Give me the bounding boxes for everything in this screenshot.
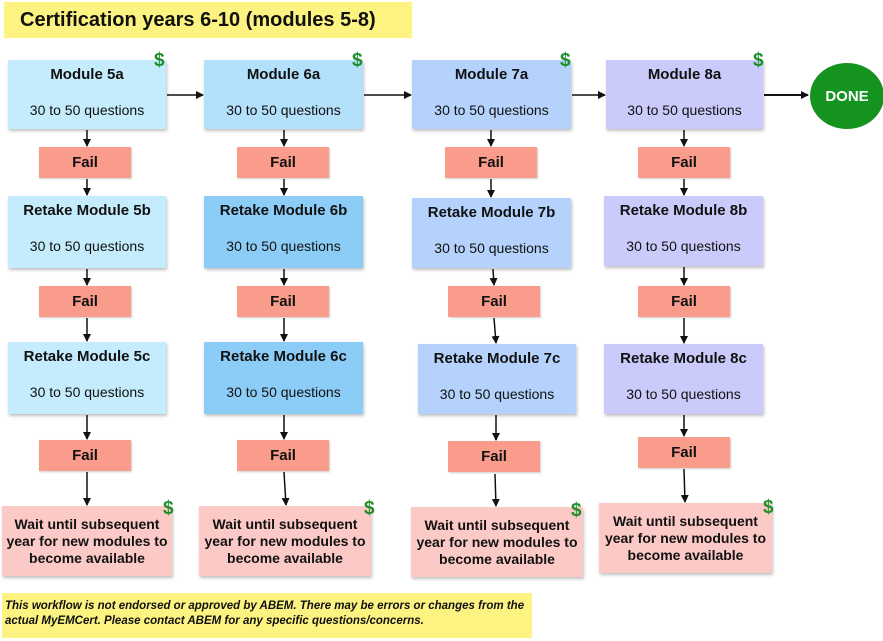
dollar-icon: $ [154, 50, 165, 71]
module-title: Retake Module 5b [23, 202, 151, 219]
dollar-icon: $ [163, 498, 174, 519]
disclaimer-note: This workflow is not endorsed or approve… [2, 593, 532, 638]
module-questions: 30 to 50 questions [627, 102, 742, 118]
dollar-icon: $ [560, 50, 571, 71]
fail-box: Fail [445, 147, 537, 178]
module-title: Module 6a [246, 66, 321, 83]
module-7c-box: Retake Module 7c 30 to 50 questions [418, 344, 576, 414]
fail-box: Fail [638, 437, 730, 468]
module-6c-box: Retake Module 6c 30 to 50 questions [204, 342, 363, 414]
dollar-icon: $ [352, 50, 363, 71]
module-5a-box: Module 5a 30 to 50 questions [8, 60, 166, 129]
wait-box: Wait until subsequent year for new modul… [411, 507, 583, 577]
dollar-icon: $ [753, 50, 764, 71]
wait-box: Wait until subsequent year for new modul… [2, 506, 172, 576]
fail-box: Fail [39, 147, 131, 178]
module-title: Retake Module 5c [23, 348, 151, 365]
fail-box: Fail [448, 441, 540, 472]
module-title: Module 5a [50, 66, 124, 83]
fail-box: Fail [237, 440, 329, 471]
module-questions: 30 to 50 questions [434, 102, 549, 118]
module-7b-box: Retake Module 7b 30 to 50 questions [412, 198, 571, 268]
module-title: Module 8a [647, 66, 722, 83]
fail-box: Fail [638, 147, 730, 178]
module-questions: 30 to 50 questions [29, 238, 145, 254]
module-questions: 30 to 50 questions [626, 238, 741, 254]
module-8a-box: Module 8a 30 to 50 questions [606, 60, 763, 129]
module-title: Retake Module 6b [219, 202, 348, 219]
module-title: Retake Module 8c [620, 350, 747, 367]
fail-box: Fail [39, 440, 131, 471]
dollar-icon: $ [571, 500, 582, 521]
module-questions: 30 to 50 questions [439, 386, 555, 402]
done-circle: DONE [810, 63, 883, 129]
dollar-icon: $ [364, 498, 375, 519]
dollar-icon: $ [763, 497, 774, 518]
fail-box: Fail [237, 286, 329, 317]
module-title: Retake Module 7b [427, 204, 556, 221]
module-title: Retake Module 8b [619, 202, 748, 219]
module-questions: 30 to 50 questions [29, 102, 145, 118]
module-questions: 30 to 50 questions [226, 238, 341, 254]
fail-box: Fail [638, 286, 730, 317]
module-5b-box: Retake Module 5b 30 to 50 questions [8, 196, 166, 268]
module-questions: 30 to 50 questions [434, 240, 549, 256]
fail-box: Fail [39, 286, 131, 317]
wait-box: Wait until subsequent year for new modul… [199, 506, 371, 576]
module-6b-box: Retake Module 6b 30 to 50 questions [204, 196, 363, 268]
module-5c-box: Retake Module 5c 30 to 50 questions [8, 342, 166, 414]
wait-box: Wait until subsequent year for new modul… [599, 503, 772, 573]
module-7a-box: Module 7a 30 to 50 questions [412, 60, 571, 129]
module-title: Retake Module 7c [433, 350, 561, 367]
module-questions: 30 to 50 questions [29, 384, 145, 400]
fail-box: Fail [448, 286, 540, 317]
module-8c-box: Retake Module 8c 30 to 50 questions [604, 344, 763, 414]
module-8b-box: Retake Module 8b 30 to 50 questions [604, 196, 763, 266]
module-questions: 30 to 50 questions [226, 384, 341, 400]
diagram-title: Certification years 6-10 (modules 5-8) [4, 2, 412, 38]
module-questions: 30 to 50 questions [626, 386, 741, 402]
module-6a-box: Module 6a 30 to 50 questions [204, 60, 363, 129]
module-questions: 30 to 50 questions [226, 102, 341, 118]
fail-box: Fail [237, 147, 329, 178]
module-title: Module 7a [454, 66, 529, 83]
module-title: Retake Module 6c [220, 348, 347, 365]
